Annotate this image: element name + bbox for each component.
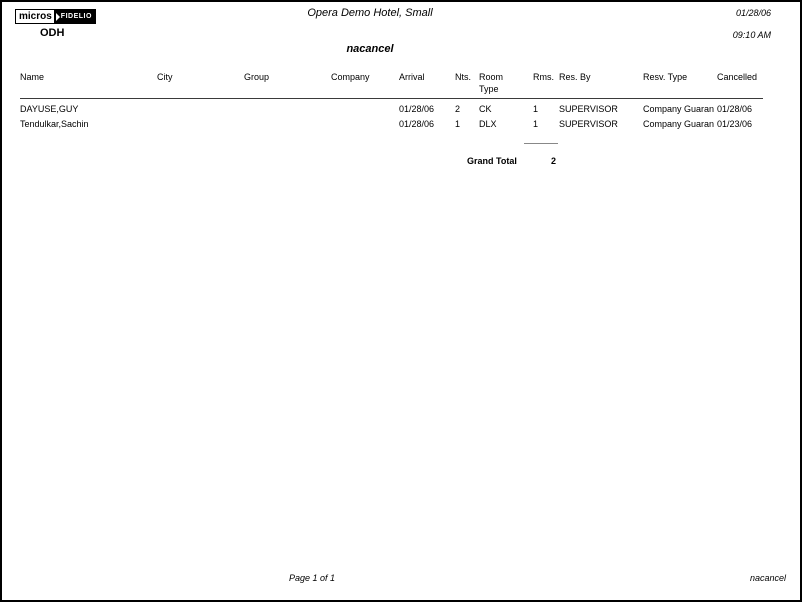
table-row: DAYUSE,GUY 01/28/06 2 CK 1 SUPERVISOR Co… [20,99,763,115]
cell-rms: 1 [533,119,539,129]
table-row: Tendulkar,Sachin 01/28/06 1 DLX 1 SUPERV… [20,114,763,129]
report-time: 09:10 AM [732,30,771,40]
cell-city [157,114,244,129]
cell-nts: 2 [455,104,461,114]
cell-arrival: 01/28/06 [399,104,435,114]
column-header-res-by: Res. By [559,70,643,99]
room-type-line2: Type [479,84,499,94]
cell-rms: 1 [533,104,539,114]
cell-cancelled: 01/23/06 [717,119,753,129]
column-header-city: City [157,70,244,99]
cell-group [244,114,331,129]
column-header-resv-type: Resv. Type [643,70,717,99]
cell-name: Tendulkar,Sachin [20,119,89,129]
cell-cancelled: 01/28/06 [717,104,753,114]
cell-nts: 1 [455,119,461,129]
cell-company [331,99,399,115]
cell-name: DAYUSE,GUY [20,104,79,114]
micros-logo-text: micros [15,9,55,24]
footer-report-name: nacancel [749,573,786,583]
cell-arrival: 01/28/06 [399,119,435,129]
cell-room-type: CK [479,104,492,114]
grand-total-value: 2 [550,156,556,166]
fidelio-logo-text: FIDELIO [54,9,96,24]
column-header-cancelled: Cancelled [717,70,763,99]
table-header-row: Name City Group Company Arrival Nts. Roo… [20,70,763,99]
cell-city [157,99,244,115]
cell-group [244,99,331,115]
report-table: Name City Group Company Arrival Nts. Roo… [20,70,763,129]
column-header-company: Company [331,70,399,99]
cell-room-type: DLX [479,119,497,129]
property-code: ODH [40,27,65,39]
room-type-line1: Room [479,72,504,82]
cell-company [331,114,399,129]
page-number: Page 1 of 1 [289,573,336,583]
micros-fidelio-logo: micros FIDELIO [15,9,96,24]
column-header-arrival: Arrival [399,70,455,99]
column-header-rms: Rms. [533,70,559,99]
report-date: 01/28/06 [735,8,771,18]
report-title: nacancel [346,43,394,55]
fidelio-logo-label: FIDELIO [60,13,92,20]
total-sum-rule [524,143,558,144]
column-header-room-type: Room Type [479,70,533,99]
grand-total-label: Grand Total [467,156,517,166]
cell-res-by: SUPERVISOR [559,119,618,129]
logo-arrow-icon [55,12,60,21]
column-header-name: Name [20,70,157,99]
hotel-name-title: Opera Demo Hotel, Small [307,7,433,19]
column-header-nts: Nts. [455,70,479,99]
cell-resv-type: Company Guaran [643,119,715,129]
cell-res-by: SUPERVISOR [559,104,618,114]
cell-resv-type: Company Guaran [643,104,715,114]
column-header-group: Group [244,70,331,99]
